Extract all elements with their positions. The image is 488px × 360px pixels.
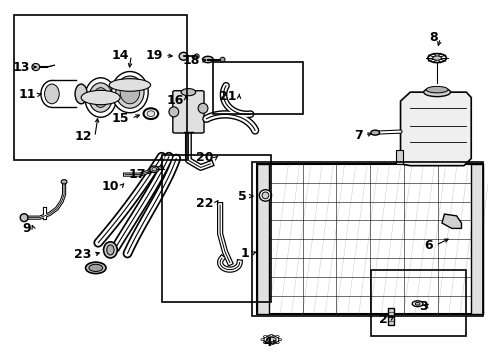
Text: 21: 21	[219, 90, 236, 103]
Bar	[387, 308, 393, 325]
FancyBboxPatch shape	[172, 91, 203, 133]
Ellipse shape	[262, 192, 268, 199]
Text: 23: 23	[74, 248, 91, 261]
Text: 17: 17	[128, 168, 146, 181]
Ellipse shape	[425, 86, 447, 93]
Ellipse shape	[32, 63, 40, 71]
Text: 18: 18	[182, 54, 199, 67]
Ellipse shape	[152, 167, 157, 171]
Ellipse shape	[278, 339, 281, 341]
Text: 19: 19	[145, 49, 162, 62]
Ellipse shape	[179, 52, 187, 60]
Text: 13: 13	[13, 60, 30, 73]
Ellipse shape	[150, 166, 158, 172]
Text: 2: 2	[378, 312, 386, 326]
Ellipse shape	[263, 336, 279, 343]
Ellipse shape	[275, 336, 279, 337]
Ellipse shape	[269, 343, 272, 345]
Ellipse shape	[106, 245, 114, 255]
Ellipse shape	[269, 334, 272, 336]
Bar	[395, 149, 402, 164]
Ellipse shape	[198, 103, 207, 113]
Ellipse shape	[423, 87, 449, 96]
Ellipse shape	[89, 83, 112, 112]
Polygon shape	[400, 92, 470, 166]
Ellipse shape	[266, 337, 276, 342]
Ellipse shape	[103, 242, 117, 258]
Text: 12: 12	[75, 130, 92, 144]
Bar	[52, 81, 76, 107]
Text: 10: 10	[101, 180, 119, 193]
Ellipse shape	[414, 302, 419, 305]
Ellipse shape	[168, 107, 178, 117]
Bar	[470, 164, 483, 315]
Ellipse shape	[220, 57, 224, 62]
Ellipse shape	[147, 111, 155, 117]
Ellipse shape	[411, 301, 422, 307]
Ellipse shape	[259, 190, 271, 201]
Ellipse shape	[85, 262, 106, 274]
Text: 9: 9	[22, 222, 31, 235]
Text: 7: 7	[353, 129, 362, 142]
Ellipse shape	[260, 339, 264, 341]
Ellipse shape	[432, 56, 441, 60]
Ellipse shape	[120, 81, 140, 104]
Ellipse shape	[20, 214, 28, 222]
Ellipse shape	[75, 84, 87, 104]
Bar	[251, 162, 483, 316]
Text: 1: 1	[240, 247, 249, 260]
Ellipse shape	[81, 90, 120, 105]
Ellipse shape	[41, 81, 63, 107]
Ellipse shape	[275, 342, 279, 343]
Ellipse shape	[194, 54, 199, 59]
Bar	[161, 155, 271, 302]
Ellipse shape	[89, 264, 102, 271]
Polygon shape	[441, 214, 461, 228]
Ellipse shape	[143, 108, 158, 119]
Ellipse shape	[44, 84, 59, 104]
Text: 16: 16	[166, 94, 183, 107]
Text: 4: 4	[263, 336, 272, 349]
Bar	[370, 270, 466, 336]
Ellipse shape	[181, 89, 195, 96]
Bar	[256, 164, 483, 315]
Ellipse shape	[263, 342, 266, 343]
Ellipse shape	[427, 54, 446, 63]
Text: 15: 15	[111, 112, 129, 125]
Text: 6: 6	[424, 239, 432, 252]
Ellipse shape	[93, 87, 108, 107]
Text: 8: 8	[428, 31, 437, 45]
Ellipse shape	[370, 130, 379, 135]
Ellipse shape	[202, 56, 213, 63]
Ellipse shape	[116, 76, 144, 108]
Bar	[14, 15, 187, 160]
Bar	[256, 164, 268, 315]
Text: 3: 3	[418, 300, 427, 313]
Ellipse shape	[263, 336, 266, 337]
Ellipse shape	[109, 79, 150, 91]
Ellipse shape	[111, 72, 148, 113]
Text: 22: 22	[195, 197, 213, 210]
Text: 20: 20	[195, 151, 213, 164]
Text: 11: 11	[18, 88, 36, 101]
Ellipse shape	[84, 78, 116, 117]
Ellipse shape	[61, 180, 67, 184]
Text: 5: 5	[238, 190, 246, 203]
Bar	[212, 62, 303, 114]
Text: 14: 14	[111, 49, 129, 62]
